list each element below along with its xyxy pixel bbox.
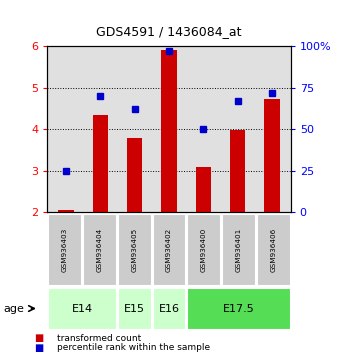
Text: GSM936406: GSM936406: [270, 227, 276, 272]
Bar: [58, 210, 74, 212]
Text: GSM936403: GSM936403: [62, 227, 68, 272]
Text: ■: ■: [34, 333, 43, 343]
Bar: [127, 138, 142, 212]
Text: transformed count: transformed count: [57, 334, 142, 343]
Text: age: age: [3, 303, 24, 314]
Text: GDS4591 / 1436084_at: GDS4591 / 1436084_at: [96, 25, 242, 38]
Bar: [161, 50, 177, 212]
Text: GSM936400: GSM936400: [201, 227, 207, 272]
Text: E15: E15: [124, 303, 145, 314]
Text: ■: ■: [34, 343, 43, 353]
Bar: [264, 99, 280, 212]
Text: GSM936405: GSM936405: [131, 227, 137, 272]
Text: E17.5: E17.5: [223, 303, 255, 314]
Text: GSM936404: GSM936404: [96, 227, 102, 272]
Bar: [93, 115, 108, 212]
Bar: [230, 130, 245, 212]
Text: E14: E14: [72, 303, 93, 314]
Bar: [196, 167, 211, 212]
Text: GSM936402: GSM936402: [166, 227, 172, 272]
Text: percentile rank within the sample: percentile rank within the sample: [57, 343, 211, 352]
Text: E16: E16: [159, 303, 179, 314]
Text: GSM936401: GSM936401: [236, 227, 242, 272]
